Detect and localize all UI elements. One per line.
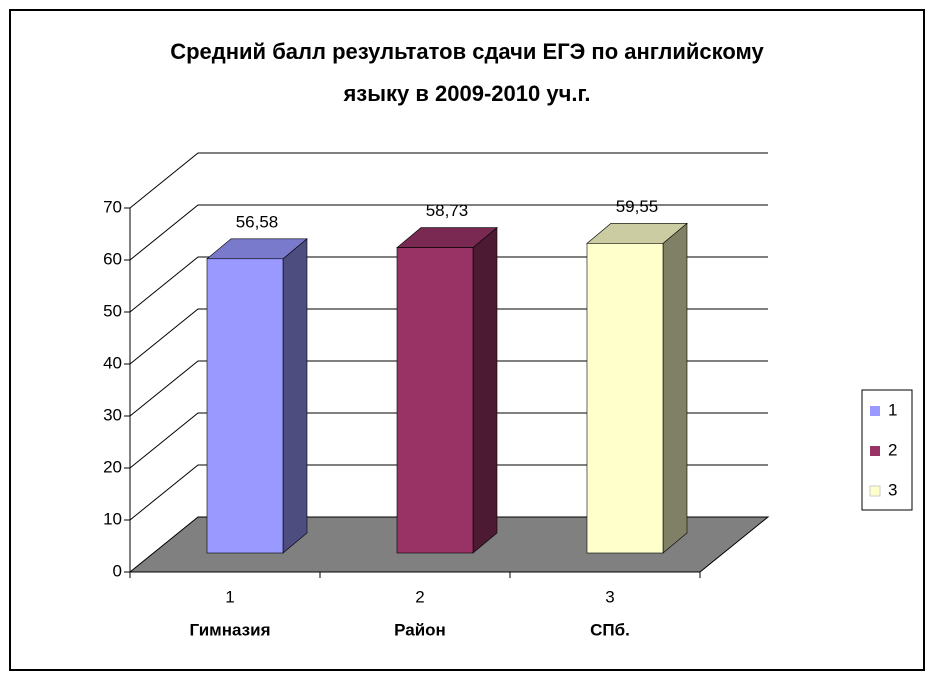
bar-side bbox=[662, 222, 688, 554]
x-category-name: СПб. bbox=[590, 620, 630, 639]
y-tick-label: 70 bbox=[103, 197, 122, 216]
grid-line bbox=[129, 308, 768, 365]
legend-swatch bbox=[870, 446, 880, 456]
legend-label: 3 bbox=[888, 480, 897, 499]
legend-swatch bbox=[869, 485, 881, 497]
legend-label: 1 bbox=[888, 400, 897, 419]
bar bbox=[396, 247, 474, 554]
x-tick-label: 3 bbox=[605, 587, 614, 606]
grid-line bbox=[129, 256, 768, 313]
legend-swatch bbox=[870, 406, 880, 416]
bar bbox=[206, 258, 284, 554]
y-tick-label: 20 bbox=[103, 457, 122, 476]
x-tick-label: 1 bbox=[225, 587, 234, 606]
data-label: 56,58 bbox=[236, 212, 279, 231]
x-tick-label: 2 bbox=[415, 587, 424, 606]
bar bbox=[586, 243, 664, 554]
chart-title: Средний балл результатов сдачи ЕГЭ по ан… bbox=[170, 39, 764, 64]
legend-label: 2 bbox=[888, 440, 897, 459]
y-tick-label: 0 bbox=[113, 561, 122, 580]
y-tick-label: 30 bbox=[103, 405, 122, 424]
y-tick-label: 50 bbox=[103, 301, 122, 320]
chart-title: языку в 2009-2010 уч.г. bbox=[342, 81, 590, 106]
grid-line bbox=[129, 204, 768, 261]
data-label: 59,55 bbox=[616, 197, 659, 216]
grid-line bbox=[129, 412, 768, 469]
bar-side bbox=[472, 226, 498, 554]
bar-side bbox=[282, 238, 308, 554]
y-tick-label: 40 bbox=[103, 353, 122, 372]
x-category-name: Район bbox=[394, 620, 446, 639]
grid-line bbox=[129, 464, 768, 521]
y-tick-label: 60 bbox=[103, 249, 122, 268]
x-category-name: Гимназия bbox=[190, 620, 271, 639]
data-label: 58,73 bbox=[426, 201, 469, 220]
grid-line bbox=[129, 360, 768, 417]
grid-line bbox=[129, 152, 768, 209]
y-tick-label: 10 bbox=[103, 509, 122, 528]
